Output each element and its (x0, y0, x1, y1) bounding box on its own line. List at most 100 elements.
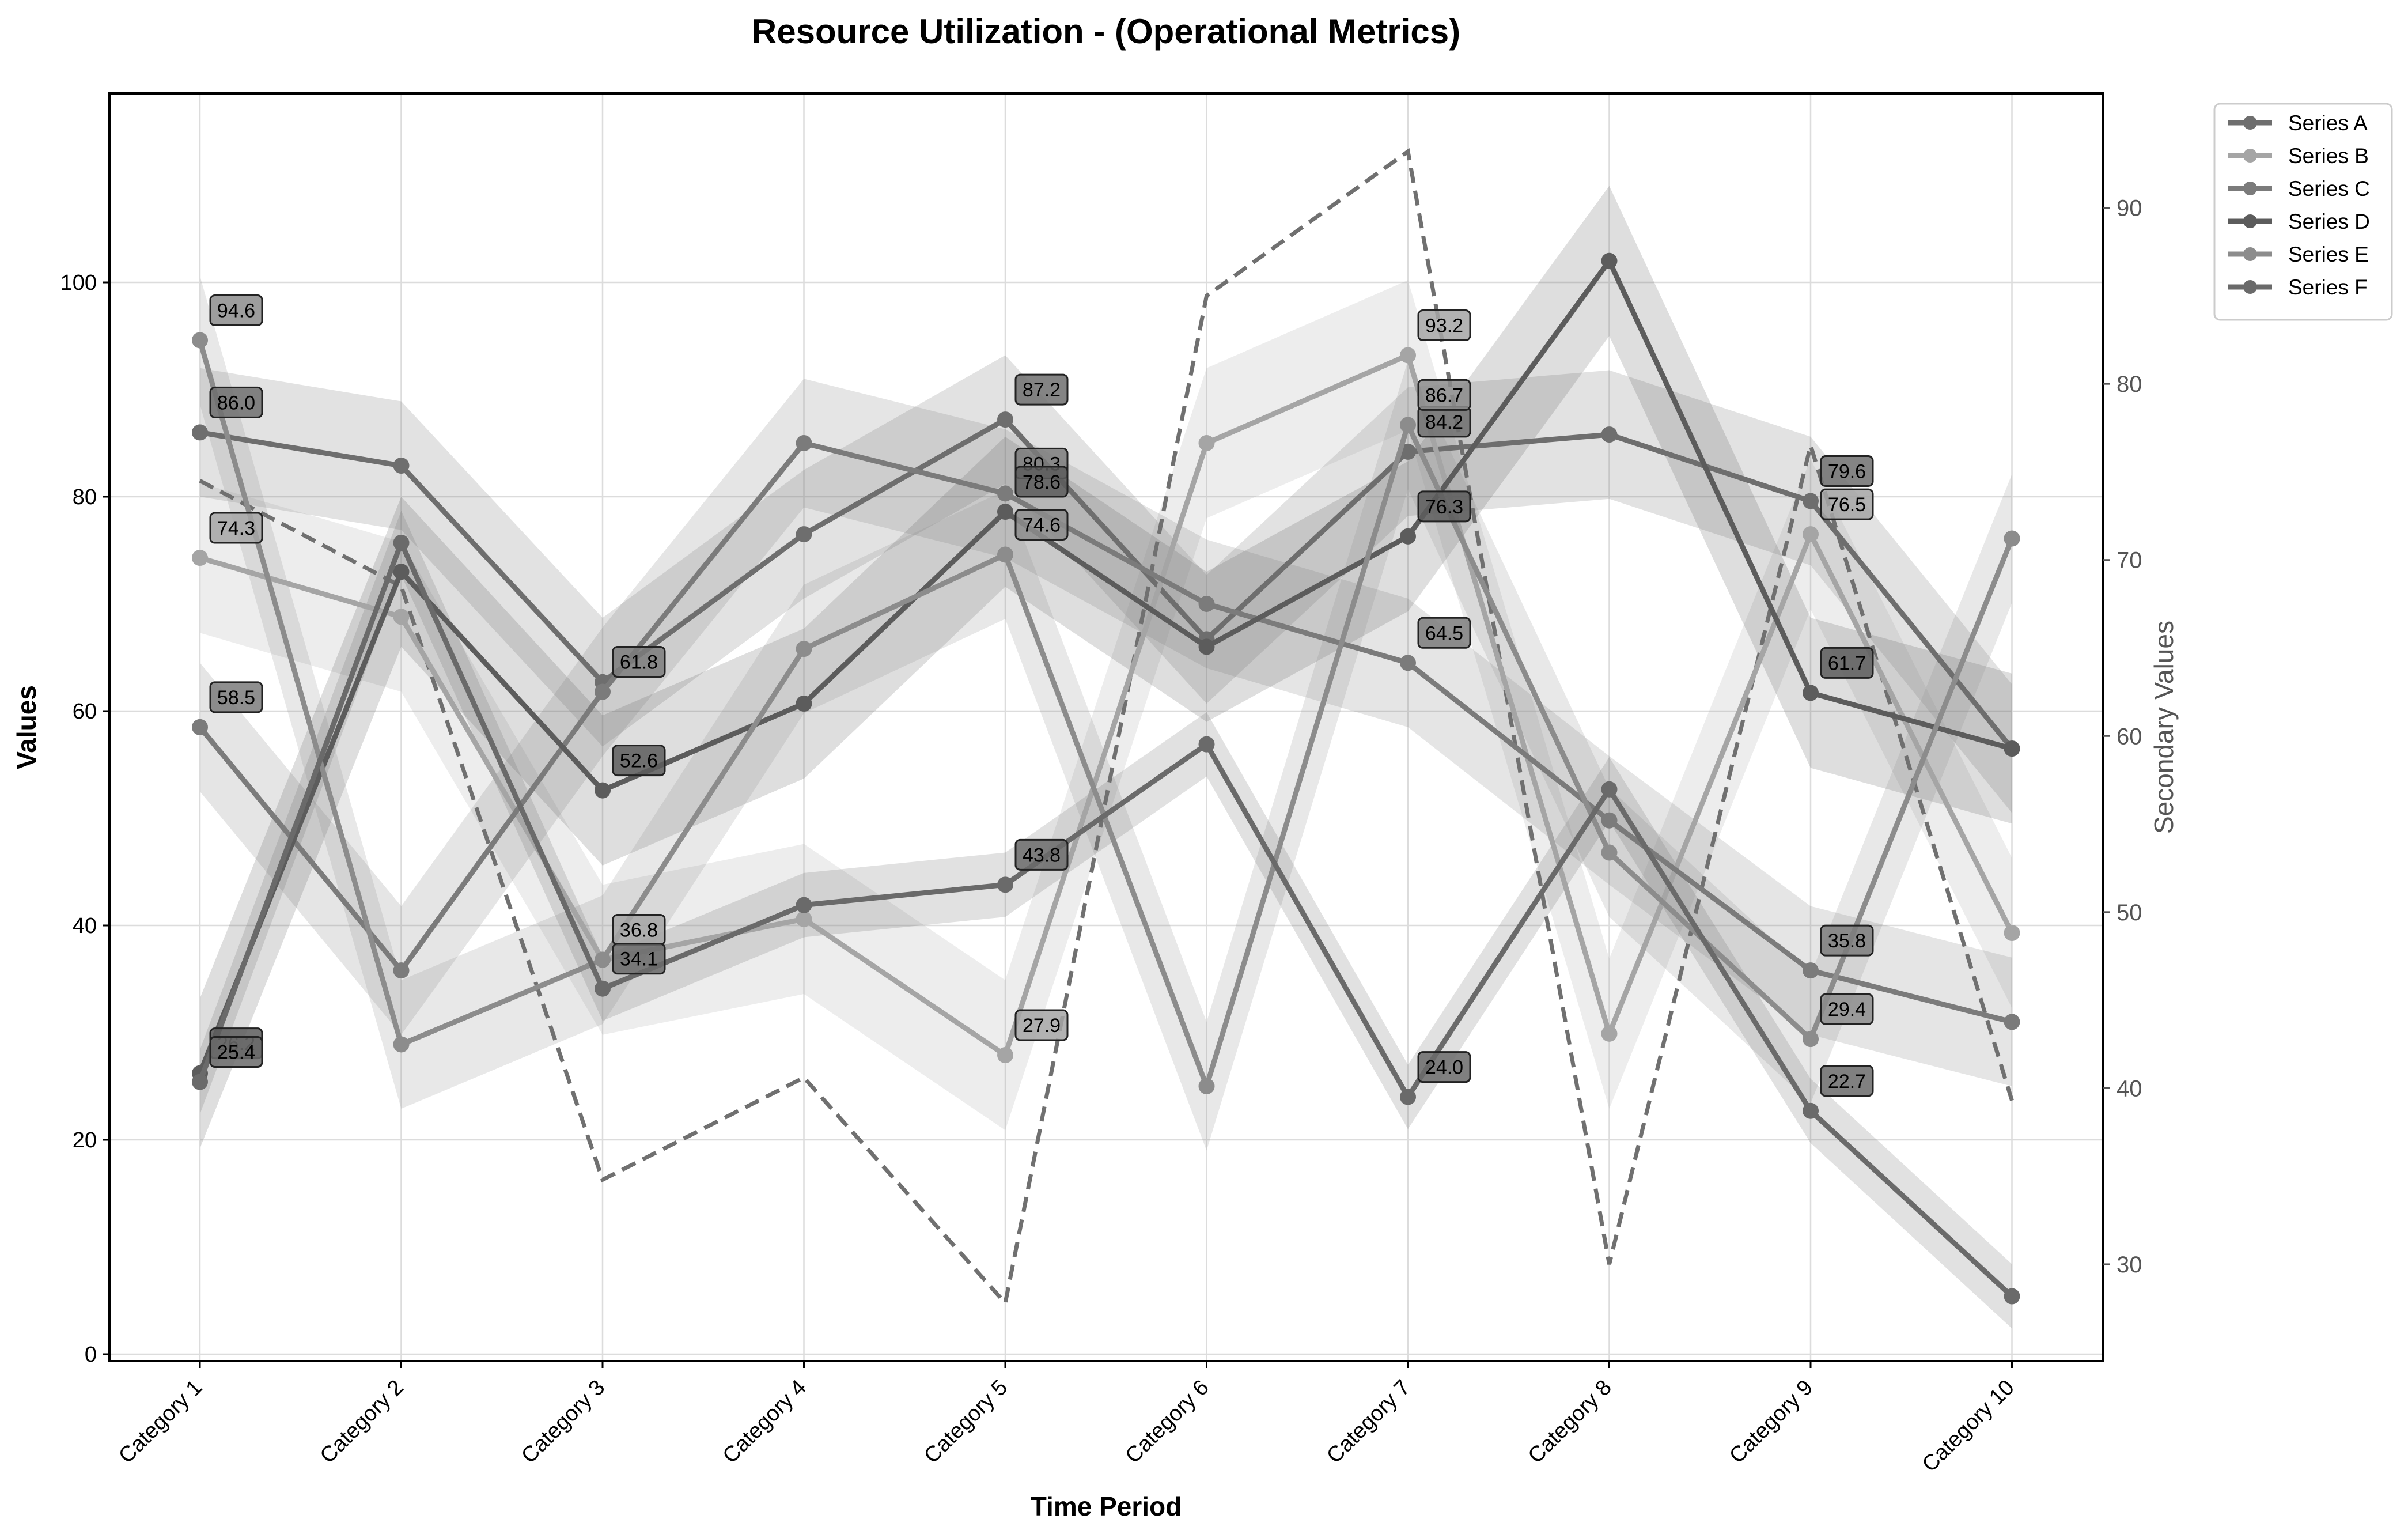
data-point (997, 485, 1013, 502)
series-line (197, 540, 2014, 1298)
data-point (796, 435, 812, 451)
secondary-series-line (199, 148, 2014, 1308)
data-point (2004, 740, 2020, 757)
series-line (199, 352, 2015, 1058)
data-point (393, 962, 410, 979)
data-point (1198, 1078, 1215, 1094)
y2-tick-label: 30 (2117, 1252, 2142, 1278)
data-label: 24.0 (1425, 1057, 1463, 1079)
data-point (1601, 812, 1618, 829)
x-tick-label: Category 4 (718, 1375, 811, 1468)
data-point (997, 876, 1013, 893)
y2-tick-label: 80 (2117, 372, 2142, 397)
data-point (1400, 655, 1416, 671)
data-point (1601, 844, 1618, 861)
data-point (1198, 736, 1215, 753)
data-point (192, 332, 208, 349)
data-point (192, 1074, 208, 1090)
y2-axis-title: Secondary Values (2149, 621, 2179, 834)
data-label: 87.2 (1023, 379, 1061, 401)
legend-label: Series F (2288, 275, 2368, 299)
data-point (1198, 596, 1215, 612)
data-label-box (1417, 309, 1471, 341)
secondary-layer (199, 148, 2014, 1308)
legend-swatch-marker (2243, 214, 2257, 228)
data-point (192, 719, 208, 735)
chart-title: Resource Utilization - (Operational Metr… (752, 12, 1460, 51)
legend: Series A Series B Series C Series D Series E… (2213, 103, 2393, 321)
data-label: 58.5 (217, 687, 255, 709)
plot-frame (108, 92, 2104, 1362)
data-point (1803, 685, 1819, 701)
data-point (1803, 1031, 1819, 1048)
x-tick-label: Category 2 (316, 1375, 408, 1468)
data-point (796, 910, 812, 927)
y-tick-label: 0 (85, 1343, 97, 1367)
data-label-box (1820, 993, 1874, 1025)
label-layer: 86.0 87.2 84.2 79.6 74.3 36.8 27.9 93.2 76.5 58.5… (209, 294, 1874, 1097)
legend-swatch-marker (2243, 116, 2257, 130)
x-tick-label: Category 7 (1322, 1375, 1415, 1468)
data-label-box (209, 294, 263, 326)
data-label: 27.9 (1023, 1015, 1061, 1037)
data-point (2004, 1288, 2020, 1305)
y2-tick-label: 40 (2117, 1076, 2142, 1101)
data-point (1400, 528, 1416, 545)
data-point (1198, 435, 1215, 451)
x-tick-label: Category 6 (1121, 1375, 1214, 1468)
data-point (1400, 1089, 1416, 1105)
data-label-box (209, 386, 263, 418)
data-point (1601, 1025, 1618, 1042)
confidence-band (200, 355, 2012, 813)
data-point (1601, 252, 1618, 269)
data-point (997, 1047, 1013, 1064)
data-label-box (612, 943, 666, 975)
data-label-box (1820, 455, 1874, 487)
data-label: 74.3 (217, 517, 255, 539)
data-point (2004, 925, 2020, 942)
data-label-box (1820, 647, 1874, 679)
series-line (198, 440, 2013, 1025)
data-point (1601, 781, 1618, 798)
y-axis-title: Values (12, 685, 41, 769)
data-point (1803, 493, 1819, 509)
data-point (2004, 1014, 2020, 1030)
data-label: 76.3 (1425, 496, 1463, 518)
data-label-box (1014, 373, 1069, 406)
legend-swatch-marker (2243, 247, 2257, 261)
data-label-box (1820, 1065, 1874, 1097)
data-label-box (209, 512, 263, 544)
legend-label: Series D (2288, 210, 2370, 233)
data-label: 76.5 (1828, 494, 1866, 516)
data-point (1803, 526, 1819, 543)
data-point (1803, 962, 1819, 979)
data-point (1400, 347, 1416, 364)
data-point (796, 641, 812, 657)
data-label: 84.2 (1425, 411, 1463, 433)
data-point (1803, 1102, 1819, 1119)
data-point (1601, 426, 1618, 443)
data-label: 52.6 (620, 750, 658, 772)
data-point (796, 695, 812, 712)
x-axis-title: Time Period (1031, 1491, 1182, 1521)
series-line (199, 417, 2014, 750)
data-label: 74.6 (1023, 514, 1061, 536)
legend-label: Series C (2288, 177, 2370, 201)
data-label-box (1417, 617, 1471, 649)
legend-label: Series E (2288, 243, 2369, 266)
data-label-box (1417, 490, 1471, 523)
y-tick-label: 80 (73, 485, 97, 509)
data-label-box (1014, 466, 1069, 498)
data-label: 35.8 (1828, 930, 1866, 952)
y2-tick-label: 50 (2117, 900, 2142, 925)
y2-tick-label: 70 (2117, 548, 2142, 573)
legend-label: Series B (2288, 144, 2369, 168)
data-point (595, 980, 611, 997)
data-point (1400, 417, 1416, 433)
x-tick-label: Category 5 (919, 1375, 1012, 1468)
x-tick-label: Category 3 (517, 1375, 609, 1468)
data-label-box (612, 745, 666, 777)
data-point (2004, 530, 2020, 547)
